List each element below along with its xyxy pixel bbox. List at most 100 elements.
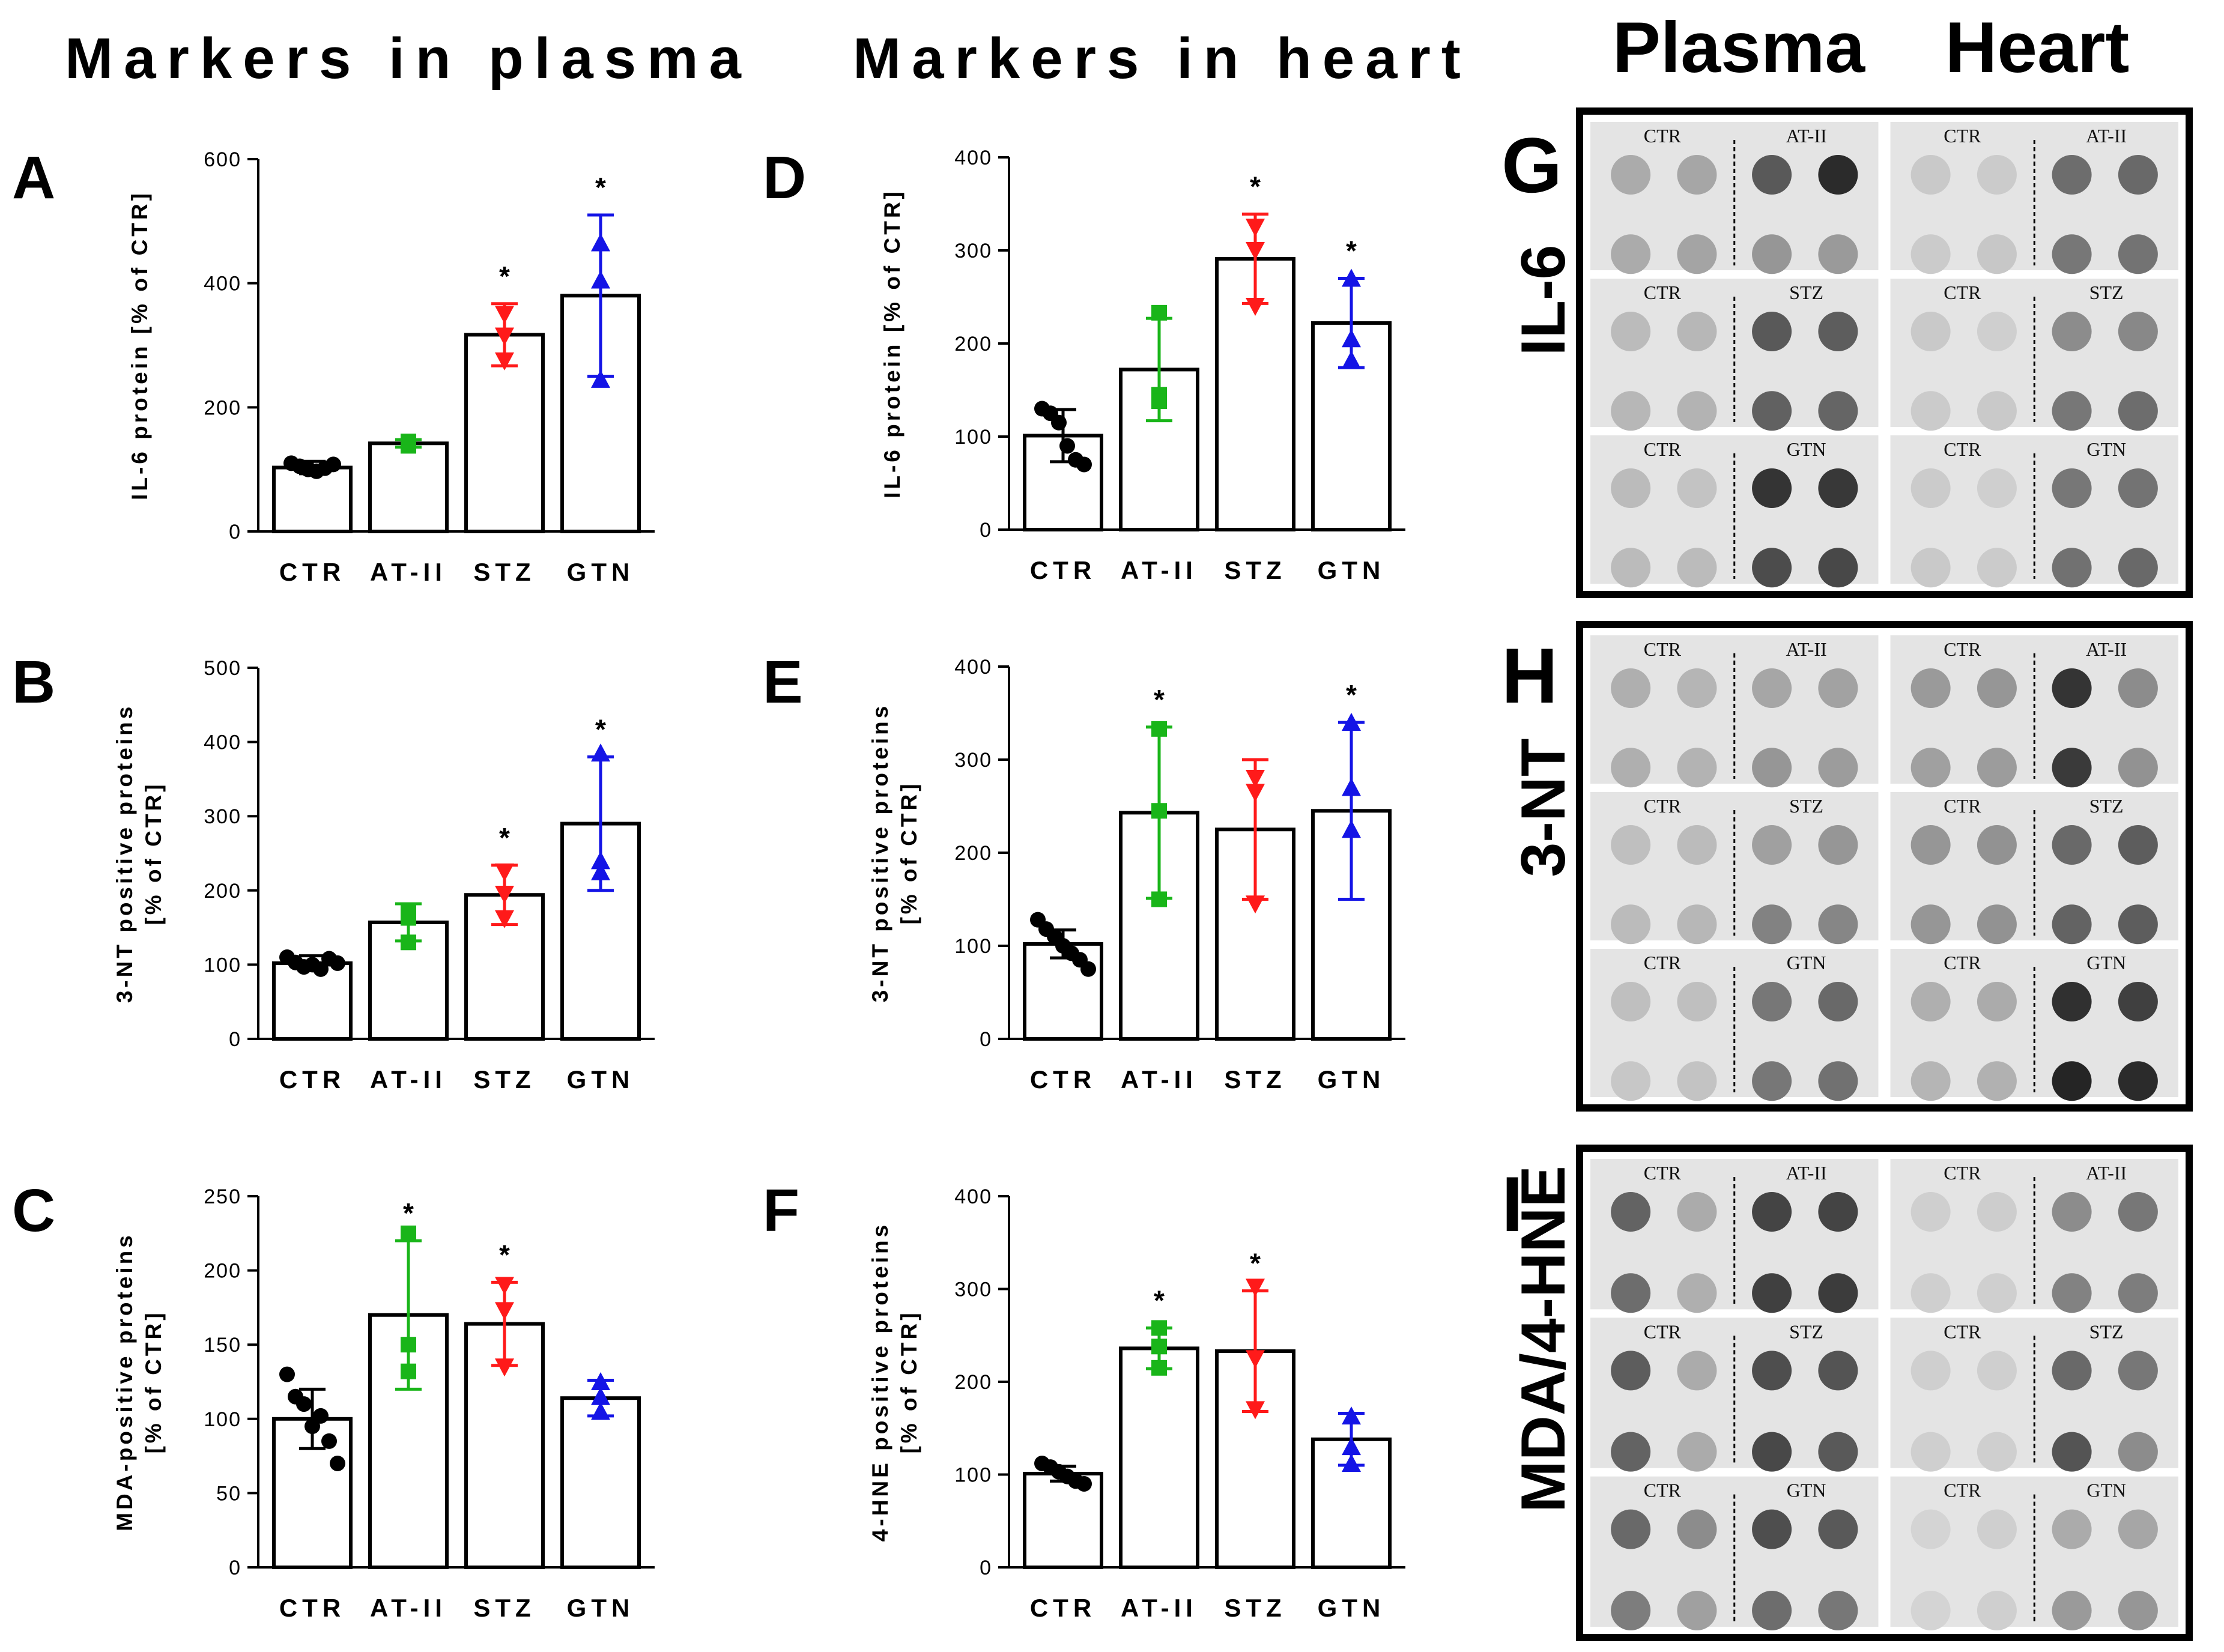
blot-dot: [2118, 748, 2158, 788]
blot-dot: [1677, 825, 1717, 865]
data-point: [305, 1418, 320, 1435]
blot-dot: [1752, 1192, 1792, 1232]
blot-dot: [1611, 904, 1651, 945]
x-tick-label: AT-II: [1121, 1594, 1198, 1622]
blot-dot: [1977, 1061, 2017, 1101]
blot-dot: [1977, 1432, 2017, 1472]
blot-group-label: GTN: [2086, 438, 2126, 460]
x-tick-label: GTN: [567, 1065, 635, 1094]
x-tick-label: CTR: [279, 1594, 345, 1622]
blot-dot: [1977, 825, 2017, 865]
blot-dot: [2052, 904, 2092, 945]
bar-CTR: [1023, 942, 1103, 1041]
blot-group-label: CTR: [1944, 1480, 1981, 1501]
y-tick-label: 100: [204, 954, 241, 976]
y-tick-label: 200: [204, 1260, 241, 1283]
data-point: [1151, 803, 1167, 819]
blot-dot: [1818, 1192, 1858, 1232]
y-tick-label: 0: [980, 1028, 992, 1051]
blot-dot: [1752, 748, 1792, 788]
blot-dot: [1752, 234, 1792, 274]
blot-dot: [2052, 312, 2092, 351]
blot-dot: [1977, 668, 2017, 708]
y-tick-label: 100: [204, 1408, 241, 1431]
data-point: [1342, 820, 1361, 838]
blot-group-label: STZ: [2089, 1321, 2124, 1342]
blot-dot: [1818, 668, 1858, 708]
blot-dot: [1910, 1590, 1951, 1630]
y-tick-label: 200: [954, 1371, 992, 1394]
blot-dot: [1611, 1432, 1651, 1472]
blot-group-label: CTR: [1944, 952, 1981, 973]
blot-dot: [1752, 904, 1792, 945]
blot-plasma-title: Plasma: [1613, 7, 1866, 88]
y-axis-label: 3-NT positive proteins: [112, 704, 137, 1003]
blot-dot: [2118, 391, 2158, 431]
blot-group-label: STZ: [2089, 795, 2124, 817]
panel-letter: C: [12, 1177, 55, 1244]
y-tick-label: 400: [954, 656, 992, 679]
panel-letter: F: [763, 1177, 799, 1244]
blot-group-label: STZ: [1789, 795, 1823, 817]
y-tick-label: 100: [954, 1464, 992, 1487]
significance-star: *: [1346, 235, 1357, 267]
y-axis-label: IL-6 protein [% of CTR]: [880, 189, 904, 498]
data-point: [313, 961, 329, 977]
blot-group-label: CTR: [1644, 438, 1682, 460]
y-axis-label: IL-6 protein [% of CTR]: [127, 190, 152, 500]
y-axis-label: [% of CTR]: [897, 781, 921, 924]
data-point: [1342, 1437, 1361, 1456]
y-tick-label: 300: [954, 240, 992, 262]
data-point: [495, 910, 514, 928]
blot-dot: [1977, 1273, 2017, 1313]
x-tick-label: STZ: [1224, 556, 1286, 584]
blot-dot: [2118, 1351, 2158, 1391]
panel-letter: B: [12, 649, 55, 716]
data-point: [495, 327, 514, 346]
data-point: [401, 1337, 416, 1353]
blot-group-label: AT-II: [2086, 125, 2127, 147]
blot-dot: [1611, 982, 1651, 1021]
blot-dot: [1677, 234, 1717, 274]
dot-blot-panel-G: G IL-6 CTR AT-II CTR AT-II CTR STZ CTR STZ CTR GTN C…: [1501, 107, 2193, 598]
blot-dot: [1977, 1192, 2017, 1232]
data-point: [296, 1396, 312, 1412]
blot-dot: [1977, 1509, 2017, 1549]
blot-dot: [2052, 982, 2092, 1021]
data-point: [591, 1372, 610, 1390]
blot-dot: [1677, 748, 1717, 788]
significance-star: *: [499, 822, 510, 853]
blot-dot: [1611, 1273, 1651, 1313]
blot-group-label: CTR: [1944, 638, 1981, 660]
blot-dot: [1611, 312, 1651, 351]
blot-group-label: CTR: [1644, 795, 1682, 817]
data-point: [495, 885, 514, 904]
significance-star: *: [499, 1239, 510, 1270]
y-tick-label: 250: [204, 1185, 241, 1208]
blot-dot: [1910, 1273, 1951, 1313]
blot-dot: [1910, 825, 1951, 865]
y-axis-label: 3-NT positive proteins: [868, 703, 892, 1003]
data-point: [401, 1225, 416, 1241]
blot-dot: [1752, 1061, 1792, 1101]
panel-letter: I: [1501, 1160, 1523, 1248]
blot-group-label: CTR: [1644, 282, 1682, 303]
x-tick-label: AT-II: [1121, 556, 1198, 584]
data-point: [1151, 304, 1167, 321]
blot-dot: [2118, 904, 2158, 945]
blot-dot: [1910, 748, 1951, 788]
blot-dot: [1677, 1509, 1717, 1549]
chart-panel-E: E 3-NT positive proteins [% of CTR] 0 100 200…: [763, 649, 1405, 1094]
blot-dot: [2052, 1590, 2092, 1630]
blot-dot: [1977, 312, 2017, 351]
blot-dot: [2052, 1192, 2092, 1232]
blot-dot: [1910, 155, 1951, 195]
blot-dot: [1752, 1273, 1792, 1313]
x-tick-label: AT-II: [370, 558, 447, 586]
blot-group-label: GTN: [2086, 1480, 2126, 1501]
y-axis-label: 4-HNE positive proteins: [868, 1222, 892, 1542]
y-tick-label: 200: [204, 396, 241, 419]
data-point: [591, 233, 610, 252]
blot-dot: [2118, 1509, 2158, 1549]
blot-group-label: CTR: [1944, 1321, 1981, 1342]
